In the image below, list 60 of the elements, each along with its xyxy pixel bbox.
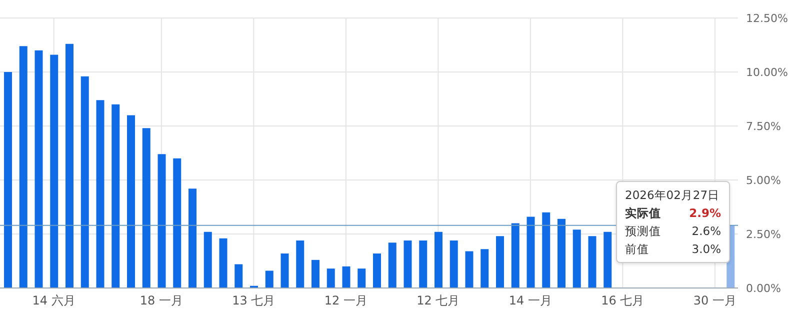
x-tick-label: 12 一月 <box>324 294 368 308</box>
bar <box>158 154 166 288</box>
bar <box>326 268 335 288</box>
bar <box>112 104 120 288</box>
bar <box>127 115 135 288</box>
bar <box>188 188 196 288</box>
bar <box>419 240 428 288</box>
annotation: 2026年02月27日 <box>625 187 721 204</box>
bar <box>80 76 89 288</box>
bar <box>265 270 274 288</box>
bar <box>66 44 74 288</box>
bar <box>296 240 304 288</box>
bar <box>96 100 104 288</box>
bar <box>388 242 396 288</box>
annotation: 前值 <box>625 241 649 258</box>
y-tick-label: 0.00% <box>746 282 781 295</box>
bar <box>465 251 474 288</box>
bar <box>480 249 489 288</box>
bar <box>173 158 182 288</box>
bar <box>526 216 535 288</box>
annotation: 2.6% <box>692 223 721 240</box>
y-tick-label: 12.50% <box>746 12 788 25</box>
x-tick-label: 30 一月 <box>693 294 736 308</box>
bar <box>234 264 243 288</box>
bar <box>342 266 350 288</box>
bar <box>558 218 566 288</box>
bar <box>358 268 366 288</box>
x-tick-label: 18 一月 <box>140 294 183 308</box>
bar <box>142 128 150 288</box>
y-tick-label: 7.50% <box>746 120 781 133</box>
x-tick-label: 13 七月 <box>232 294 276 308</box>
y-tick-label: 5.00% <box>746 174 781 187</box>
bar <box>34 50 43 288</box>
x-tick-label: 14 一月 <box>508 294 552 308</box>
bar <box>604 232 612 288</box>
annotation: 实际值 <box>625 205 661 222</box>
bar <box>404 240 412 288</box>
bar <box>312 260 320 288</box>
bar <box>373 253 381 288</box>
bar <box>204 232 212 288</box>
bar <box>19 46 28 288</box>
bar <box>280 253 289 288</box>
x-tick-label: 12 七月 <box>416 294 460 308</box>
bar <box>511 223 520 288</box>
annotation: 3.0% <box>692 241 721 258</box>
bar <box>496 236 504 288</box>
bar <box>572 230 581 288</box>
y-tick-label: 10.00% <box>746 66 788 79</box>
bar <box>219 238 228 288</box>
bar <box>450 240 458 288</box>
bar <box>50 54 58 288</box>
bar <box>434 232 442 288</box>
annotation: 2.9% <box>689 205 721 222</box>
y-tick-label: 2.50% <box>746 228 781 241</box>
x-tick-label: 16 七月 <box>601 294 644 308</box>
bar <box>542 212 550 288</box>
bar <box>588 236 596 288</box>
annotation: 预测值 <box>625 223 661 240</box>
bar <box>4 72 12 288</box>
x-tick-label: 14 六月 <box>32 294 76 308</box>
